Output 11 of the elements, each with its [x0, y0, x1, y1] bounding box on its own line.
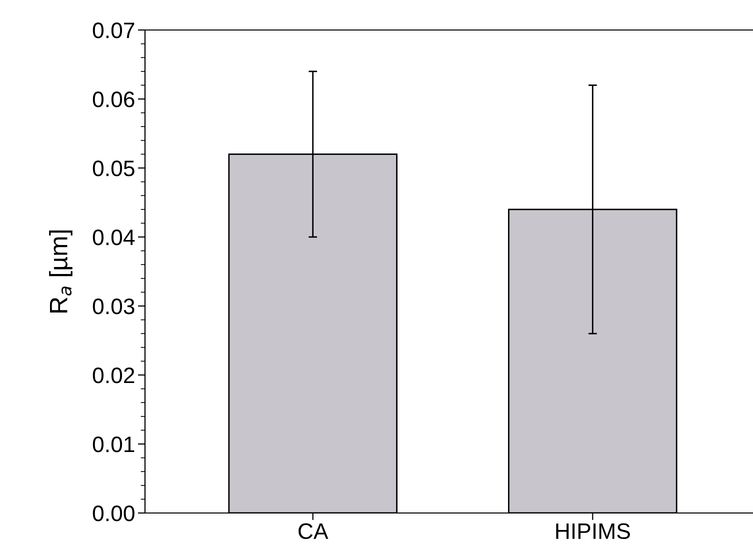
x-tick-label: HIPIMS	[556, 523, 630, 540]
y-tick-label: 0.03	[92, 298, 134, 314]
y-tick-label: 0.07	[92, 22, 134, 38]
y-tick-label: 0.00	[92, 506, 134, 522]
y-tick-label: 0.02	[92, 368, 134, 384]
y-tick-label: 0.06	[92, 92, 134, 108]
y-tick-label: 0.05	[92, 160, 134, 176]
y-axis-title: R$_{a}$ [µm]	[49, 230, 72, 312]
y-tick-label: 0.01	[92, 436, 134, 452]
y-tick-label: 0.04	[92, 230, 135, 246]
x-tick-label: CA	[298, 523, 328, 540]
